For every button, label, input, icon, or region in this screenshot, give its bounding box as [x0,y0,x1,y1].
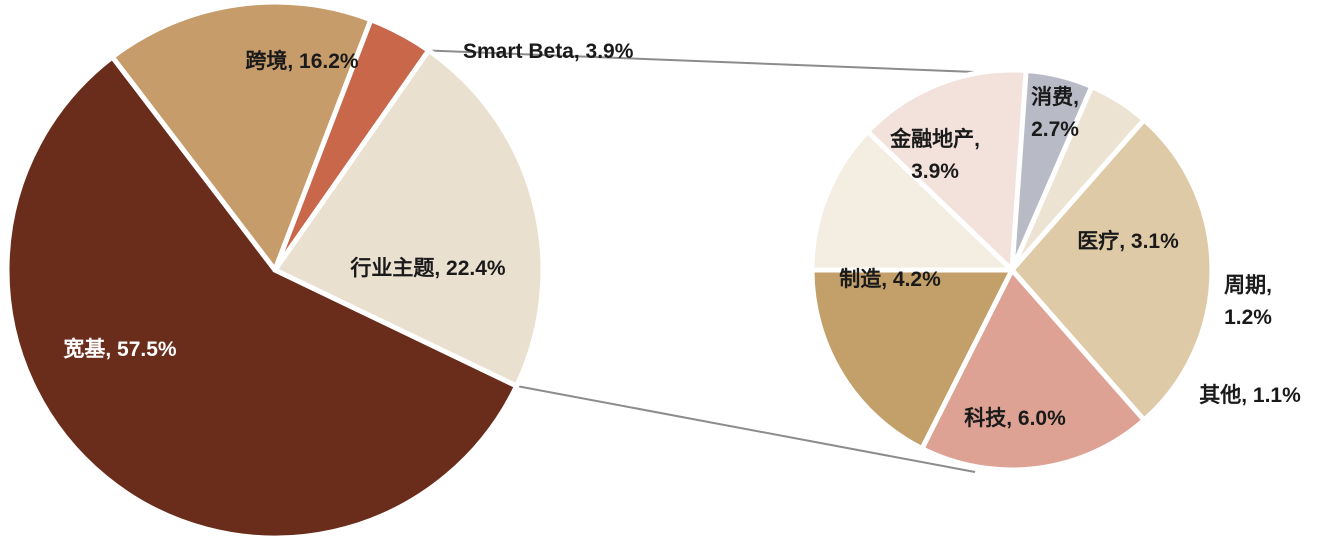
connector-line-bottom [516,384,976,473]
main-pie [4,0,546,541]
sub-slice-label-1: 医疗, 3.1% [1077,229,1179,253]
sub-slice-5 [919,267,1147,473]
sub-slice-label-3: 其他, 1.1% [1199,383,1301,407]
sub-slice-label-4-line-0: 科技, 6.0% [964,406,1066,430]
sub-pie [809,67,1215,473]
main-slice-3 [272,47,546,389]
sub-slice-label-1-line-0: 医疗, 3.1% [1077,229,1179,253]
sub-slice-label-0-line-0: 消费, [1031,85,1079,109]
sub-slice-6 [809,267,1015,452]
sub-slice-label-0-line-1: 2.7% [1031,118,1079,141]
sub-slice-label-6-line-0: 金融地产, [889,127,980,151]
sub-slice-label-5: 制造, 4.2% [839,267,941,291]
sub-slice-4 [1009,117,1215,423]
main-slice-label-2: Smart Beta, 3.9% [463,40,634,63]
sub-slice-1 [865,67,1029,273]
main-slice-label-0: 宽基, 57.5% [63,337,177,361]
main-slice-1 [109,0,374,273]
main-slice-0 [4,54,520,541]
connector-line-top [428,49,976,73]
sub-slice-label-5-line-0: 制造, 4.2% [839,267,941,291]
sub-slice-label-2-line-0: 周期, [1224,274,1272,297]
sub-slice-label-4: 科技, 6.0% [964,406,1066,430]
main-slice-label-1: 跨境, 16.2% [245,49,359,73]
sub-slice-label-2: 周期, 1.2% [1224,274,1272,329]
sub-slice-label-6: 金融地产, 3.9% [889,127,980,183]
slice-labels: 宽基, 57.5% 跨境, 16.2% Smart Beta, 3.9% 行业主题, … [63,40,1301,430]
sub-slice-0 [809,129,1015,273]
sub-slice-label-3-line-0: 其他, 1.1% [1199,383,1301,407]
sub-slice-label-0: 消费, 2.7% [1031,85,1079,141]
main-slice-label-3: 行业主题, 22.4% [349,256,506,280]
connector-lines [428,49,976,473]
sub-slice-label-6-line-1: 3.9% [911,160,959,183]
sub-slice-label-2-line-1: 1.2% [1224,306,1272,329]
